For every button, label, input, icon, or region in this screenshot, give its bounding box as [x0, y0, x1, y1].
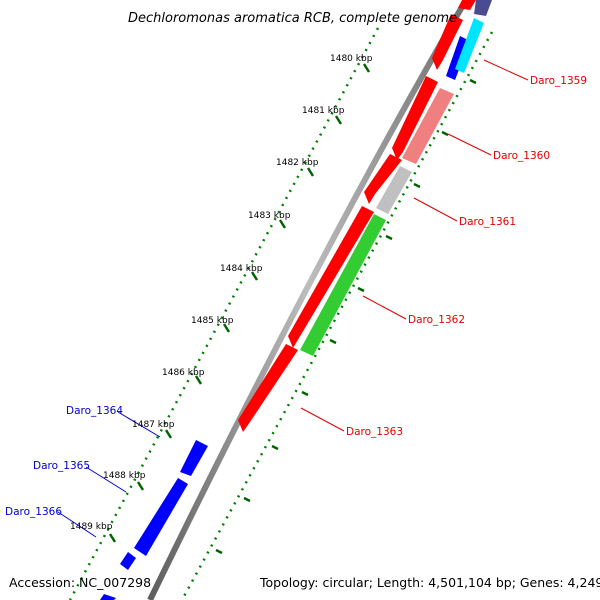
- feature-daro1360: [402, 88, 454, 164]
- tick-label: 1482 kbp: [276, 158, 319, 168]
- gene-label-daro1365[interactable]: Daro_1365: [33, 460, 90, 472]
- tick-label: 1481 kbp: [302, 106, 345, 116]
- genome-backbone: [147, 0, 469, 600]
- feature-daro1364: [180, 440, 208, 476]
- tick-label: 1484 kbp: [220, 264, 263, 274]
- gene-label-daro1366[interactable]: Daro_1366: [5, 506, 62, 518]
- feature-daro1365: [134, 478, 188, 556]
- label-leaders-left: [57, 411, 161, 538]
- feature-daro1359-cyan: [455, 18, 484, 73]
- accession-text: Accession: NC_007298: [9, 575, 151, 590]
- feature-red-3: [288, 206, 374, 348]
- feature-red-2: [364, 154, 402, 204]
- label-leaders-right: [300, 59, 529, 432]
- tick-label: 1488 kbp: [103, 471, 146, 481]
- feature-daro1362: [300, 214, 386, 356]
- map-title: Dechloromonas aromatica RCB, complete ge…: [128, 11, 457, 26]
- feature-daro1361: [376, 166, 412, 214]
- tick-label: 1486 kbp: [162, 368, 205, 378]
- gene-label-daro1362[interactable]: Daro_1362: [408, 314, 465, 326]
- feature-top-red: [458, 0, 476, 10]
- gene-label-daro1361[interactable]: Daro_1361: [459, 216, 516, 228]
- feature-top-navy: [474, 0, 492, 16]
- feature-bottom-blue: [100, 594, 116, 600]
- tick-label: 1483 kbp: [248, 211, 291, 221]
- gene-label-daro1363[interactable]: Daro_1363: [346, 426, 403, 438]
- outer-ticks: [108, 63, 371, 543]
- inner-ticks: [215, 78, 477, 555]
- gene-label-daro1364[interactable]: Daro_1364: [66, 405, 123, 417]
- tick-label: 1489 kbp: [70, 522, 113, 532]
- gene-label-daro1360[interactable]: Daro_1360: [493, 150, 550, 162]
- gene-label-daro1359[interactable]: Daro_1359: [530, 75, 587, 87]
- feature-daro1366: [120, 552, 136, 570]
- feature-red-upper: [432, 14, 463, 70]
- feature-red-1: [392, 76, 438, 160]
- feature-daro1363: [238, 344, 298, 432]
- tick-label: 1485 kbp: [191, 316, 234, 326]
- tick-label: 1487 kbp: [132, 420, 175, 430]
- topology-text: Topology: circular; Length: 4,501,104 bp…: [259, 575, 600, 590]
- tick-label: 1480 kbp: [330, 54, 373, 64]
